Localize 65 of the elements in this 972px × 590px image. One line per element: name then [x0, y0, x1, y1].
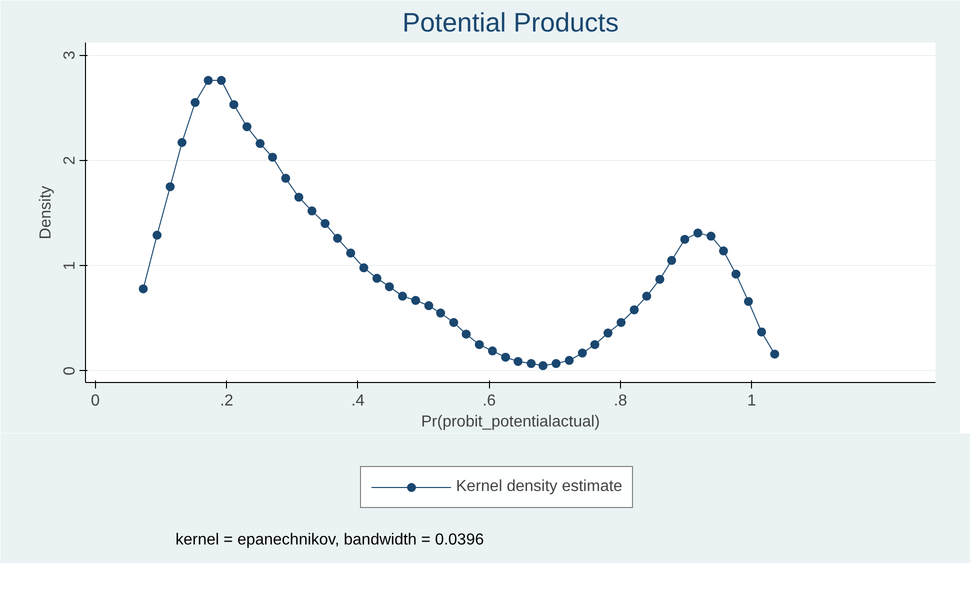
x-tick-label: .2	[220, 392, 234, 410]
point	[693, 228, 702, 238]
point	[462, 330, 471, 339]
point	[526, 359, 536, 368]
point	[204, 76, 213, 85]
legend-label: Kernel density estimate	[456, 478, 622, 496]
x-tick-label: 1	[747, 392, 756, 410]
point	[514, 356, 523, 366]
point	[294, 192, 304, 202]
point	[436, 308, 446, 318]
point	[320, 219, 330, 228]
point	[603, 328, 612, 338]
y-axis-title: Density	[38, 186, 54, 240]
point	[538, 361, 548, 370]
point	[449, 318, 458, 327]
point	[411, 296, 420, 305]
point	[655, 274, 664, 284]
point	[757, 327, 766, 336]
point	[552, 359, 561, 368]
point	[242, 122, 252, 132]
y-tick-label: 3	[62, 50, 78, 60]
point	[501, 352, 510, 362]
point	[706, 232, 716, 241]
x-tick-label: 0	[90, 392, 100, 410]
x-axis-title: Pr(probit_potentialactual)	[421, 414, 600, 430]
y-tick-label: 0	[62, 366, 78, 376]
text: kernel = epanechnikov, bandwidth = 0.0396	[176, 532, 484, 548]
point	[680, 234, 690, 244]
chart-title: Potential Products	[402, 8, 619, 38]
point	[474, 340, 484, 350]
point	[281, 174, 290, 183]
point	[488, 346, 497, 356]
y-tick-label: 2	[62, 156, 78, 165]
y-tick-label: 1	[62, 261, 78, 270]
point	[578, 348, 587, 358]
point	[177, 138, 186, 147]
x-tick-label: .6	[482, 392, 496, 410]
point	[630, 305, 639, 314]
point	[424, 301, 434, 310]
point	[359, 263, 368, 272]
point	[384, 282, 394, 292]
point	[307, 206, 316, 216]
point	[744, 296, 753, 306]
x-tick-label: .4	[351, 392, 365, 410]
point	[346, 248, 356, 258]
point	[138, 284, 148, 294]
point	[333, 234, 342, 243]
point	[398, 292, 408, 301]
x-tick-label: .8	[614, 392, 628, 410]
point	[229, 100, 238, 110]
point	[152, 230, 162, 240]
point	[590, 340, 600, 350]
point	[667, 256, 676, 265]
point	[256, 139, 265, 148]
point	[216, 76, 226, 85]
point	[564, 356, 574, 365]
point	[616, 318, 626, 327]
point	[731, 270, 740, 279]
point	[372, 274, 382, 283]
point	[268, 152, 278, 162]
point	[166, 182, 175, 192]
point	[770, 350, 780, 359]
point	[642, 292, 652, 301]
point	[190, 98, 200, 107]
point	[718, 246, 728, 256]
